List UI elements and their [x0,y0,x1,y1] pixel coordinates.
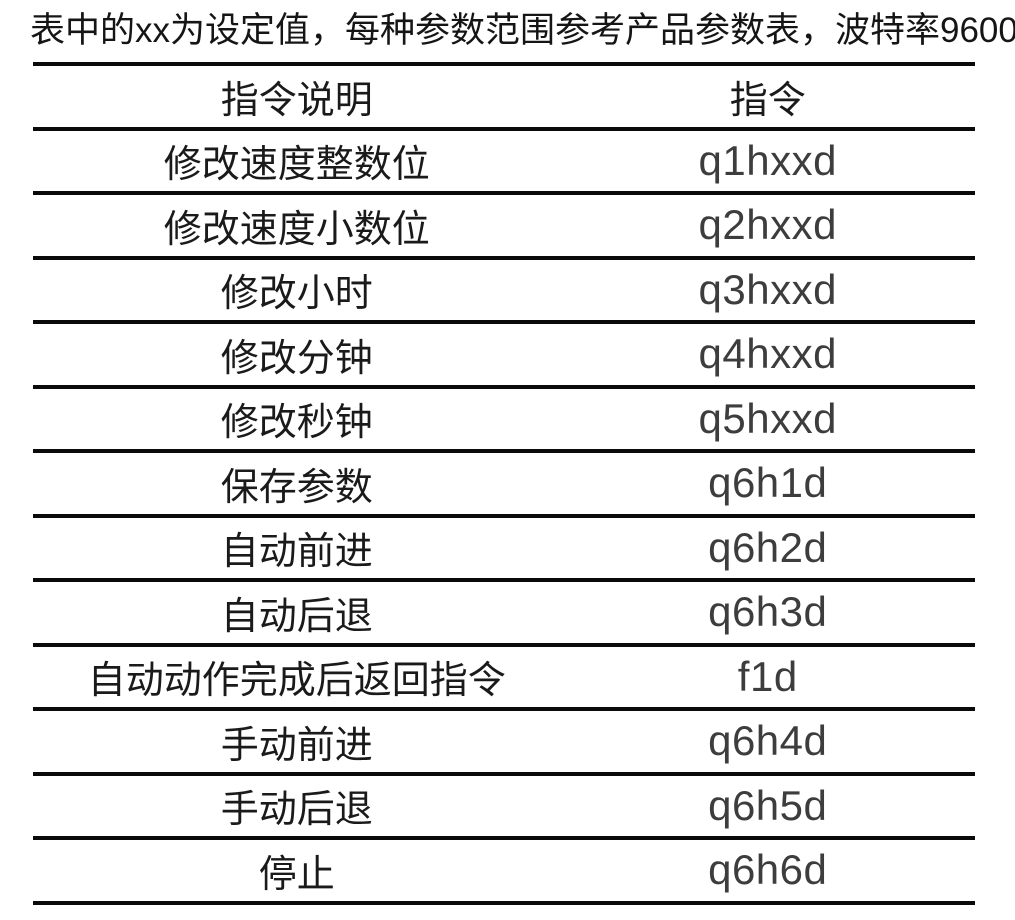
command-cell: q4hxxd [698,330,837,378]
table-row: 修改秒钟 q5hxxd [33,389,975,453]
command-cell: q1hxxd [698,136,837,184]
command-cell: q6h6d [708,846,828,894]
command-table: 指令说明 指令 修改速度整数位 q1hxxd 修改速度小数位 q2hxxd 修改… [33,62,975,905]
table-row: 停止 q6h6d [33,840,975,905]
description-cell: 修改速度整数位 [163,144,430,187]
description-cell: 手动前进 [220,724,373,767]
note-text: 表中的xx为设定值，每种参数范围参考产品参数表，波特率9600 [30,11,1015,50]
description-cell: 停止 [258,853,335,896]
command-cell: q3hxxd [698,265,837,313]
table-row: 自动后退 q6h3d [33,582,975,647]
description-cell: 自动动作完成后返回指令 [87,660,506,703]
description-cell: 修改秒钟 [220,402,373,445]
description-cell: 保存参数 [220,466,373,509]
table-row: 修改分钟 q4hxxd [33,324,975,389]
command-cell: q6h2d [708,523,828,571]
header-command: 指令 [729,79,806,122]
table-row: 手动后退 q6h5d [33,776,975,840]
command-cell: q6h4d [708,717,828,765]
command-cell: q6h5d [708,781,828,829]
table-header-row: 指令说明 指令 [33,66,975,131]
description-cell: 修改速度小数位 [163,208,430,251]
table-row: 修改速度整数位 q1hxxd [33,131,975,195]
table-row: 手动前进 q6h4d [33,711,975,776]
command-cell: q2hxxd [698,201,837,249]
description-cell: 手动后退 [220,789,373,832]
table-row: 保存参数 q6h1d [33,453,975,518]
command-cell: q5hxxd [698,394,837,442]
description-cell: 修改小时 [220,273,373,316]
description-cell: 自动前进 [220,531,373,574]
description-cell: 修改分钟 [220,337,373,380]
table-row: 修改速度小数位 q2hxxd [33,195,975,260]
command-cell: f1d [737,652,798,700]
description-cell: 自动后退 [220,595,373,638]
table-row: 自动前进 q6h2d [33,518,975,582]
table-row: 自动动作完成后返回指令 f1d [33,647,975,711]
command-cell: q6h1d [708,459,828,507]
command-cell: q6h3d [708,588,828,636]
header-command-description: 指令说明 [220,79,373,122]
table-row: 修改小时 q3hxxd [33,260,975,324]
